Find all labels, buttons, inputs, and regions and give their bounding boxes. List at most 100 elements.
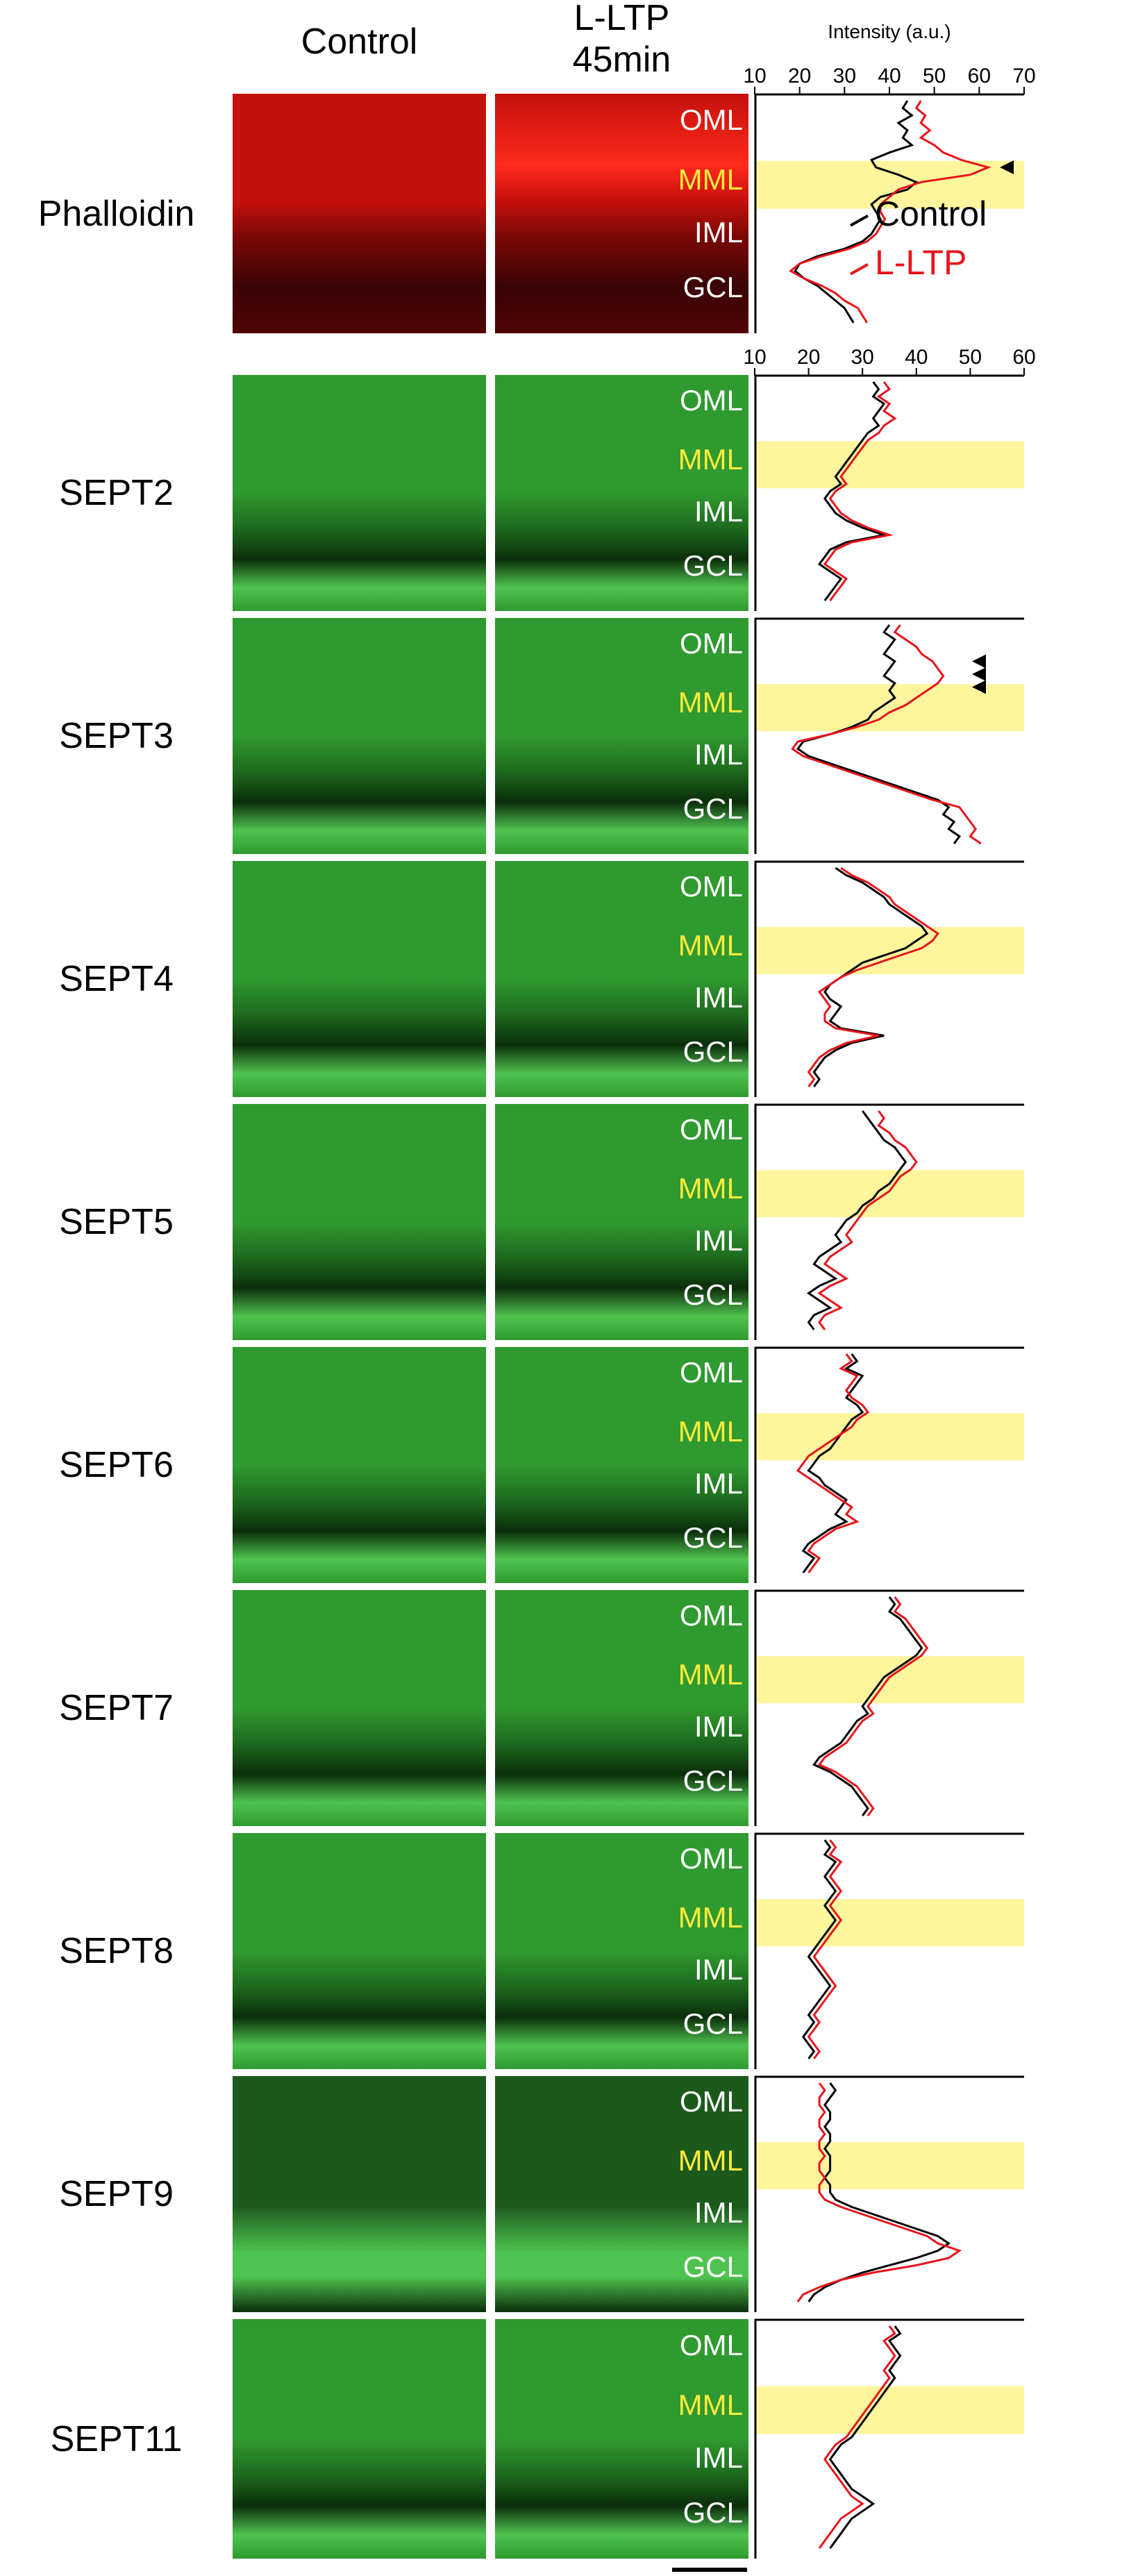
series-line-lltp (791, 624, 982, 845)
column-header-lltp: L-LTP (574, 0, 670, 38)
layer-label-iml: IML (694, 216, 743, 249)
lltp-micrograph-sept7: OML MML IML GCL (495, 1590, 748, 1826)
layer-label-gcl: GCL (683, 271, 743, 304)
layer-label-gcl: GCL (683, 1764, 743, 1798)
layer-label-mml: MML (678, 1172, 743, 1205)
lltp-micrograph-sept8: OML MML IML GCL (495, 1833, 748, 2069)
intensity-profile-sept4 (754, 860, 1024, 1097)
intensity-profile-sept11 (754, 2318, 1024, 2559)
row-label-sept2: SEPT2 (59, 473, 174, 513)
intensity-profile-sept3 (754, 617, 1024, 854)
series-line-lltp (807, 867, 939, 1087)
x-tick-label: 50 (959, 346, 982, 369)
control-micrograph-sept2 (233, 375, 486, 611)
layer-label-mml: MML (678, 686, 743, 719)
layer-label-mml: MML (678, 163, 743, 196)
layer-label-gcl: GCL (683, 549, 743, 583)
row-label-sept5: SEPT5 (59, 1202, 174, 1242)
control-micrograph-sept8 (233, 1833, 486, 2069)
layer-label-oml: OML (679, 2085, 743, 2118)
layer-label-iml: IML (694, 1710, 743, 1743)
column-header-time: 45min (572, 40, 671, 80)
intensity-profile-sept6 (754, 1346, 1024, 1583)
control-micrograph-phalloidin (233, 94, 486, 333)
layer-label-oml: OML (679, 384, 743, 417)
intensity-profile-sept5 (754, 1103, 1024, 1340)
layer-label-gcl: GCL (683, 2496, 743, 2529)
arrowhead-marker (1000, 160, 1014, 174)
layer-label-iml: IML (694, 1224, 743, 1257)
series-line-lltp (818, 2325, 896, 2549)
legend-control-swatch (850, 215, 869, 227)
x-tick-label: 50 (923, 65, 946, 87)
layer-label-mml: MML (678, 2389, 743, 2422)
mml-band (755, 927, 1024, 975)
layer-label-mml: MML (678, 1901, 743, 1934)
layer-label-mml: MML (678, 1658, 743, 1691)
layer-label-iml: IML (694, 1953, 743, 1987)
control-micrograph-sept5 (233, 1104, 486, 1340)
layer-label-oml: OML (679, 870, 743, 903)
layer-label-mml: MML (678, 929, 743, 962)
layer-label-oml: OML (679, 1599, 743, 1632)
series-line-lltp (796, 2082, 962, 2302)
legend-lltp-label: L-LTP (875, 243, 966, 282)
lltp-micrograph-sept11: OML MML IML GCL (495, 2319, 748, 2559)
series-line-control (801, 1353, 864, 1573)
lltp-micrograph-sept9: OML MML IML GCL (495, 2076, 748, 2312)
control-micrograph-sept6 (233, 1347, 486, 1583)
scale-bar (672, 2568, 747, 2572)
x-tick-label: 60 (968, 65, 991, 87)
layer-label-iml: IML (694, 738, 743, 771)
column-header-control: Control (301, 22, 418, 62)
series-line-control (812, 1596, 923, 1816)
layer-label-iml: IML (694, 2441, 743, 2475)
mml-band (755, 1170, 1024, 1218)
layer-label-oml: OML (679, 103, 743, 136)
layer-label-mml: MML (678, 443, 743, 476)
series-line-lltp (807, 1839, 843, 2059)
control-micrograph-sept9 (233, 2076, 486, 2312)
layer-label-iml: IML (694, 981, 743, 1014)
intensity-profile-sept9 (754, 2075, 1024, 2312)
series-line-lltp (796, 1353, 870, 1573)
layer-label-gcl: GCL (683, 1035, 743, 1069)
arrowhead-marker (972, 654, 986, 669)
lltp-micrograph-phalloidin: OML MML IML GCL (495, 94, 748, 333)
lltp-micrograph-sept5: OML MML IML GCL (495, 1104, 748, 1340)
control-micrograph-sept4 (233, 861, 486, 1097)
intensity-profile-sept2: 10 20 30 40 50 60 (743, 346, 1036, 611)
layer-label-gcl: GCL (683, 792, 743, 826)
arrowhead-marker (972, 680, 986, 694)
mml-band (755, 1656, 1024, 1704)
layer-label-oml: OML (679, 1842, 743, 1875)
series-line-lltp (817, 1110, 918, 1330)
x-tick-label: 30 (851, 346, 874, 369)
lltp-micrograph-sept6: OML MML IML GCL (495, 1347, 748, 1583)
intensity-axis-title: Intensity (a.u.) (828, 21, 951, 42)
row-label-sept8: SEPT8 (59, 1931, 174, 1971)
x-tick-label: 70 (1012, 65, 1035, 87)
row-label-phalloidin: Phalloidin (37, 193, 195, 234)
row-label-sept9: SEPT9 (59, 2174, 174, 2214)
mml-band (755, 1413, 1024, 1461)
layer-label-oml: OML (679, 2328, 743, 2361)
control-micrograph-sept3 (233, 618, 486, 854)
control-micrograph-sept7 (233, 1590, 486, 1826)
series-line-control (801, 1839, 837, 2059)
intensity-profile-sept7 (754, 1589, 1024, 1826)
series-line-control (806, 1110, 907, 1330)
series-line-control (794, 100, 919, 324)
lltp-micrograph-sept3: OML MML IML GCL (495, 618, 748, 854)
row-label-sept11: SEPT11 (50, 2418, 183, 2459)
row-label-sept7: SEPT7 (59, 1688, 174, 1728)
x-tick-label: 20 (797, 346, 820, 369)
layer-label-gcl: GCL (683, 2250, 743, 2284)
mml-band (755, 2142, 1024, 2190)
intensity-profile-sept8 (754, 1832, 1024, 2069)
lltp-micrograph-sept4: OML MML IML GCL (495, 861, 748, 1097)
layer-label-gcl: GCL (683, 2007, 743, 2041)
layer-label-iml: IML (694, 495, 743, 528)
x-tick-label: 30 (833, 65, 856, 87)
row-label-sept4: SEPT4 (59, 959, 174, 999)
